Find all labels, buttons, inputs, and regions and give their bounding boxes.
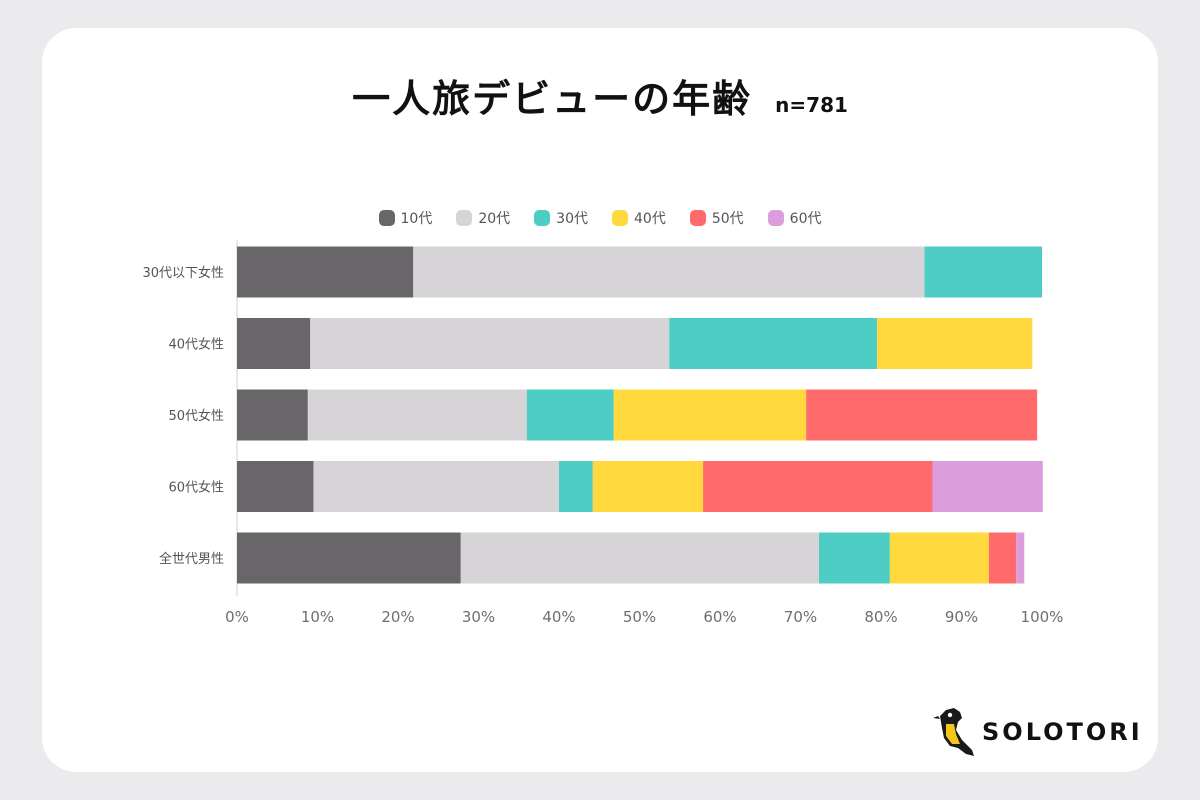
bar-segment	[310, 318, 670, 369]
chart-title: 一人旅デビューの年齢	[352, 77, 753, 121]
bar-segment	[592, 461, 704, 512]
legend-swatch	[378, 210, 395, 226]
x-tick-label: 60%	[703, 608, 736, 626]
legend-swatch	[456, 210, 473, 226]
bar-segment	[889, 532, 989, 584]
bar-segment	[669, 318, 877, 369]
category-label: 60代女性	[168, 480, 224, 496]
legend-item: 20代	[456, 208, 510, 228]
bar-segment	[806, 389, 1038, 441]
legend: 10代 20代 30代 40代 50代 60代	[0, 208, 1200, 228]
bar-segment	[237, 246, 414, 298]
bar-segment	[460, 532, 820, 584]
bar-segment	[526, 389, 614, 441]
bar-segment	[237, 532, 461, 584]
legend-label: 30代	[556, 211, 588, 227]
bar-segment	[313, 461, 559, 512]
bar-segment	[559, 461, 593, 512]
x-tick-label: 90%	[945, 608, 978, 626]
category-label: 40代女性	[168, 337, 224, 353]
legend-label: 20代	[478, 211, 511, 227]
brand-logo: SOLOTORI	[932, 706, 1143, 758]
bar-segment	[988, 532, 1017, 584]
brand-name: SOLOTORI	[982, 718, 1143, 746]
x-tick-label: 70%	[784, 608, 817, 626]
bar-segment	[876, 318, 1033, 369]
legend-item: 40代	[612, 208, 666, 228]
x-tick-label: 20%	[381, 608, 414, 626]
category-label: 50代女性	[168, 408, 224, 424]
x-tick-label: 80%	[864, 608, 897, 626]
category-label: 全世代男性	[159, 551, 224, 567]
legend-item: 30代	[534, 208, 588, 228]
legend-item: 10代	[378, 208, 433, 228]
legend-label: 40代	[634, 211, 666, 227]
legend-swatch	[689, 210, 706, 226]
x-tick-label: 100%	[1021, 608, 1064, 626]
legend-swatch	[767, 210, 784, 226]
bar-segment	[237, 389, 308, 441]
bar-segment	[924, 246, 1042, 298]
sample-size: n=781	[775, 93, 848, 117]
bar-segment	[703, 461, 933, 512]
x-tick-label: 30%	[462, 608, 495, 626]
legend-swatch	[612, 210, 628, 226]
x-tick-label: 10%	[301, 608, 334, 626]
x-tick-label: 0%	[225, 608, 249, 626]
category-label: 30代以下女性	[142, 265, 224, 281]
title-block: 一人旅デビューの年齢 n=781	[0, 68, 1200, 123]
legend-label: 60代	[789, 211, 822, 227]
bird-logo-icon	[933, 708, 974, 756]
bar-segment	[237, 461, 314, 512]
bar-segment	[1016, 532, 1025, 584]
legend-label: 50代	[711, 211, 744, 227]
bar-segment	[237, 318, 311, 369]
bar-segment	[819, 532, 890, 584]
legend-item: 60代	[767, 208, 822, 228]
bar-segment	[613, 389, 807, 441]
legend-label: 10代	[400, 211, 433, 227]
legend-swatch	[534, 210, 551, 226]
bar-segment	[932, 461, 1043, 512]
x-tick-label: 50%	[623, 608, 656, 626]
legend-item: 50代	[689, 208, 744, 228]
bar-segment	[307, 389, 527, 441]
x-tick-label: 40%	[542, 608, 575, 626]
bar-segment	[413, 246, 925, 298]
